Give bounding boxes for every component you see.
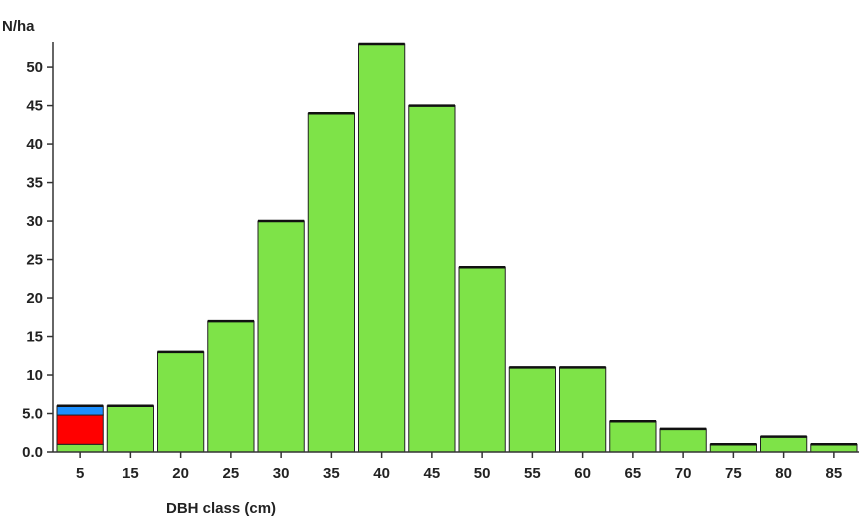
x-tick-label: 60 — [574, 465, 591, 482]
bar-segment-80-s0 — [760, 436, 808, 453]
x-tick-label: 70 — [675, 465, 692, 482]
x-tick-label: 75 — [725, 465, 742, 482]
x-tick-label: 50 — [474, 465, 491, 482]
x-tick-label: 20 — [172, 465, 189, 482]
x-axis-title: DBH class (cm) — [166, 500, 276, 517]
y-tick-label: 30 — [26, 213, 43, 230]
x-tick-label: 25 — [223, 465, 240, 482]
y-tick-label: 40 — [26, 136, 43, 153]
bars-group — [56, 42, 858, 453]
y-tick-label: 20 — [26, 290, 43, 307]
bar-segment-45-s0 — [408, 105, 456, 453]
bar-segment-50-s0 — [458, 266, 506, 453]
x-tick-label: 85 — [826, 465, 843, 482]
y-tick-label: 10 — [26, 367, 43, 384]
x-tick-label: 5 — [76, 465, 84, 482]
y-tick-label: 5.0 — [22, 406, 43, 423]
bar-segment-5-s1 — [56, 414, 104, 445]
x-tick-label: 65 — [625, 465, 642, 482]
bar-segment-35-s0 — [307, 112, 355, 453]
bar-segment-5-s0 — [56, 443, 104, 453]
y-axis-ticks: 0.0 5.0 10 15 20 25 30 35 40 45 50 — [22, 59, 53, 461]
x-tick-label: 15 — [122, 465, 139, 482]
x-tick-label: 45 — [424, 465, 441, 482]
x-tick-label: 80 — [775, 465, 792, 482]
x-tick-label: 40 — [373, 465, 390, 482]
y-tick-label: 0.0 — [22, 444, 43, 461]
y-tick-label: 25 — [26, 252, 43, 269]
bar-segment-70-s0 — [659, 428, 707, 453]
x-tick-label: 30 — [273, 465, 290, 482]
bar-segment-30-s0 — [257, 220, 305, 453]
y-tick-label: 15 — [26, 329, 43, 346]
x-axis-ticks: 5 15 20 25 30 35 40 45 50 55 60 65 70 75 80 85 — [76, 452, 842, 482]
x-tick-label: 55 — [524, 465, 541, 482]
bar-segment-65-s0 — [609, 420, 657, 453]
bar-segment-60-s0 — [559, 366, 607, 453]
bar-segment-20-s0 — [157, 351, 205, 453]
y-tick-label: 35 — [26, 175, 43, 192]
bar-segment-55-s0 — [508, 366, 556, 453]
bar-segment-40-s0 — [358, 43, 406, 453]
y-tick-label: 45 — [26, 98, 43, 115]
x-tick-label: 35 — [323, 465, 340, 482]
bar-segment-15-s0 — [106, 405, 154, 453]
y-tick-label: 50 — [26, 59, 43, 76]
bar-segment-25-s0 — [207, 320, 255, 453]
bar-segment-5-s2 — [56, 405, 104, 416]
y-axis-unit-label: N/ha — [2, 18, 35, 35]
